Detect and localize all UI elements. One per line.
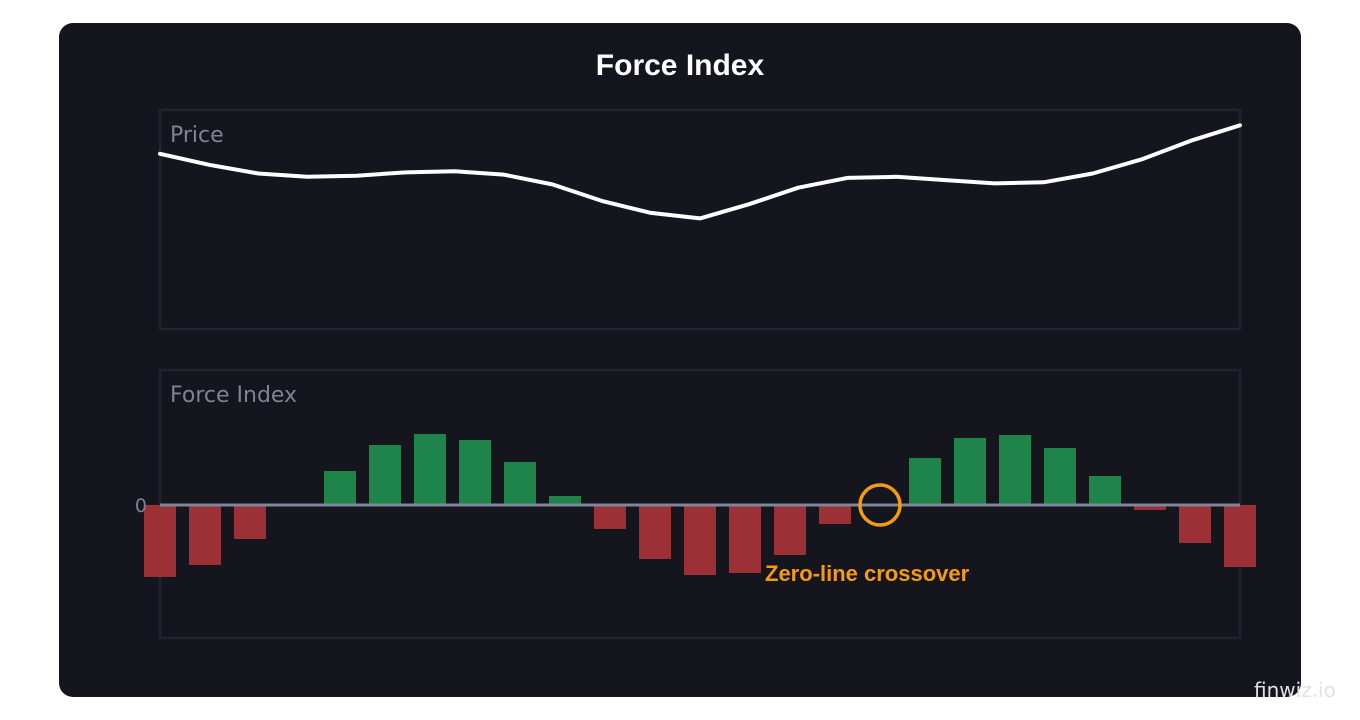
force-bar xyxy=(954,438,986,505)
force-bar xyxy=(369,445,401,505)
watermark: finwiz.io xyxy=(1254,678,1336,702)
force-panel-label: Force Index xyxy=(170,383,297,408)
force-bar xyxy=(549,496,581,505)
force-bar xyxy=(504,462,536,505)
force-bar xyxy=(999,435,1031,505)
force-bar xyxy=(684,505,716,575)
force-bar xyxy=(189,505,221,565)
force-bar xyxy=(909,458,941,505)
force-bar xyxy=(819,505,851,524)
force-bar xyxy=(774,505,806,555)
force-bar xyxy=(324,471,356,505)
force-bar xyxy=(1224,505,1256,567)
force-bar xyxy=(234,505,266,539)
chart-card xyxy=(59,23,1301,697)
force-bar xyxy=(729,505,761,573)
force-bar xyxy=(144,505,176,577)
crossover-marker xyxy=(858,483,902,527)
force-bar xyxy=(414,434,446,505)
price-line xyxy=(158,123,1242,221)
price-panel-label: Price xyxy=(170,123,224,148)
force-bar xyxy=(1179,505,1211,543)
force-bar xyxy=(1044,448,1076,505)
force-bar xyxy=(459,440,491,505)
crossover-annotation: Zero-line crossover xyxy=(765,561,970,586)
force-bar xyxy=(1134,505,1166,510)
zero-tick-label: 0 xyxy=(135,495,147,517)
chart-title: Force Index xyxy=(596,49,765,82)
force-index-bars xyxy=(144,434,1256,577)
force-bar xyxy=(639,505,671,559)
price-panel-frame xyxy=(158,108,1242,331)
force-bar xyxy=(1089,476,1121,505)
force-bar xyxy=(594,505,626,529)
